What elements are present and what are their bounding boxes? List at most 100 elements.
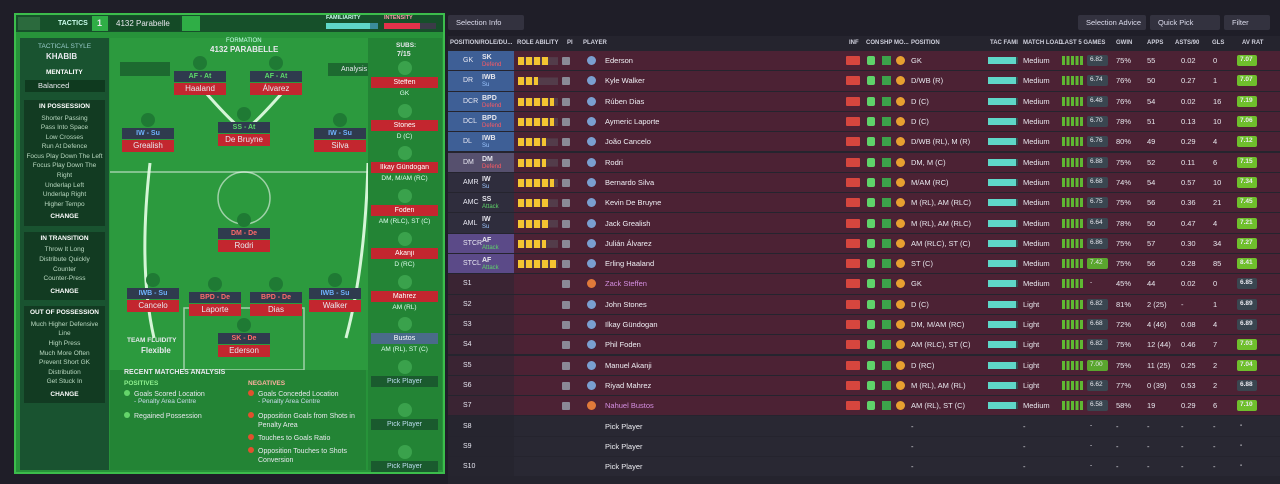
- row-match-load: Light: [1023, 299, 1040, 309]
- av-rat-box: [1237, 55, 1257, 67]
- selection-advice-button[interactable]: [1078, 15, 1146, 30]
- player-role: SS - At: [232, 124, 256, 131]
- intensity-fill: [384, 23, 420, 29]
- row-apps: 57: [1147, 238, 1156, 248]
- instruction-item: Pass Into Space: [40, 124, 89, 132]
- stars-fill: [518, 77, 538, 86]
- row-asts: 0.57: [1181, 177, 1196, 187]
- rating-box: [1087, 95, 1108, 107]
- row-player: Nahuel Bustos: [605, 401, 654, 411]
- name-box: [250, 304, 302, 316]
- row-asts: 0.46: [1181, 340, 1196, 350]
- row-apps: 44: [1147, 279, 1156, 289]
- tactic-name: 4132 Parabelle: [116, 19, 170, 28]
- instruction-item: Prevent Short GK Distribution: [39, 359, 90, 376]
- row-asts: 0.11: [1181, 157, 1196, 167]
- row-apps: 52: [1147, 157, 1156, 167]
- sub-name-box: [371, 418, 438, 430]
- sub-shirt: [398, 402, 412, 417]
- quick-pick-button[interactable]: [1150, 15, 1220, 30]
- shp-icon: [882, 360, 891, 370]
- row-role: AF: [482, 236, 492, 244]
- tac-fami-fill: [988, 280, 1016, 288]
- last-games-bars: [1062, 401, 1084, 411]
- player-icon: [587, 299, 596, 309]
- player-shirt: [328, 273, 342, 287]
- position-cell: [448, 294, 514, 314]
- morale-icon: [896, 380, 905, 390]
- av-rat-box: [1237, 359, 1257, 371]
- stars-fill: [518, 158, 546, 167]
- row-duty: Su: [482, 82, 490, 89]
- row-asts: 0.02: [1181, 279, 1196, 289]
- table-row: [448, 71, 1280, 91]
- back-button: [18, 17, 40, 30]
- rating-box: [1087, 55, 1108, 67]
- row-gwin: 78%: [1116, 117, 1132, 127]
- morale-icon: [896, 238, 905, 248]
- mentality-select: [25, 80, 105, 92]
- av-rat-box: [1237, 75, 1257, 87]
- view-buttons: [120, 62, 170, 76]
- last-games-bars: [1062, 56, 1084, 66]
- analysis-icon: [248, 434, 254, 440]
- row-gwin: 77%: [1116, 380, 1132, 390]
- row-player: Pick Player: [605, 462, 643, 472]
- table-row: [448, 111, 1280, 132]
- morale-icon: [896, 96, 905, 106]
- role-box: [218, 122, 270, 133]
- sub-position: D (RC): [394, 260, 415, 268]
- change-button[interactable]: CHANGE: [50, 213, 79, 221]
- rating-box: [1087, 379, 1108, 391]
- change-button[interactable]: CHANGE: [50, 390, 79, 398]
- add-tactic-button: [182, 16, 200, 31]
- role-box: [309, 288, 361, 299]
- con-icon: [867, 76, 875, 86]
- row-player: John Stones: [605, 299, 647, 309]
- instruction-item: Underlap Right: [42, 191, 87, 199]
- row-player: Zack Steffen: [605, 279, 647, 289]
- table-row: [448, 416, 1280, 436]
- row-player: Kyle Walker: [605, 76, 645, 86]
- player-icon: [587, 320, 596, 330]
- row-match-load: Medium: [1023, 56, 1050, 66]
- filter-button[interactable]: [1224, 15, 1270, 30]
- row-apps: 0 (39): [1147, 380, 1167, 390]
- column-header: POSITION: [911, 40, 940, 46]
- sub-name: Pick Player: [386, 420, 422, 428]
- change-button[interactable]: CHANGE: [50, 287, 79, 295]
- player-name: Haaland: [185, 84, 215, 93]
- row-rating: 6.86: [1090, 238, 1103, 246]
- table-row: [448, 132, 1280, 152]
- table-row: [448, 152, 1280, 172]
- row-duty: Attack: [482, 265, 499, 271]
- shp-icon: [882, 401, 891, 411]
- rating-box: [1087, 359, 1108, 371]
- row-match-position: DM, M (C): [911, 157, 946, 167]
- player-icon: [587, 218, 596, 228]
- name-box: [127, 300, 179, 312]
- av-rat-box: [1237, 400, 1257, 412]
- row-gls: 10: [1213, 117, 1222, 127]
- column-header: AV RAT: [1242, 40, 1264, 46]
- role-box: [250, 292, 302, 303]
- row-gwin: 75%: [1116, 360, 1132, 370]
- row-apps: -: [1147, 441, 1150, 451]
- table-row: [448, 314, 1280, 335]
- pi-icon: [562, 138, 570, 147]
- row-match-position: GK: [911, 56, 922, 66]
- instruction-item: High Press: [48, 340, 81, 347]
- rating-box: [1087, 237, 1108, 249]
- shp-icon: [882, 299, 891, 309]
- shp-icon: [882, 137, 891, 147]
- con-icon: [867, 299, 875, 309]
- av-rat-box: [1237, 258, 1257, 270]
- selection-info-button[interactable]: [448, 15, 524, 30]
- player-name: Laporte: [201, 305, 229, 314]
- analysis-item: Regained Possession: [134, 413, 202, 420]
- shp-icon: [882, 279, 891, 289]
- position-cell: [448, 213, 514, 233]
- con-icon: [867, 137, 875, 147]
- row-player: Phil Foden: [605, 340, 641, 350]
- analysis-detail: - Penalty Area Centre: [134, 398, 197, 405]
